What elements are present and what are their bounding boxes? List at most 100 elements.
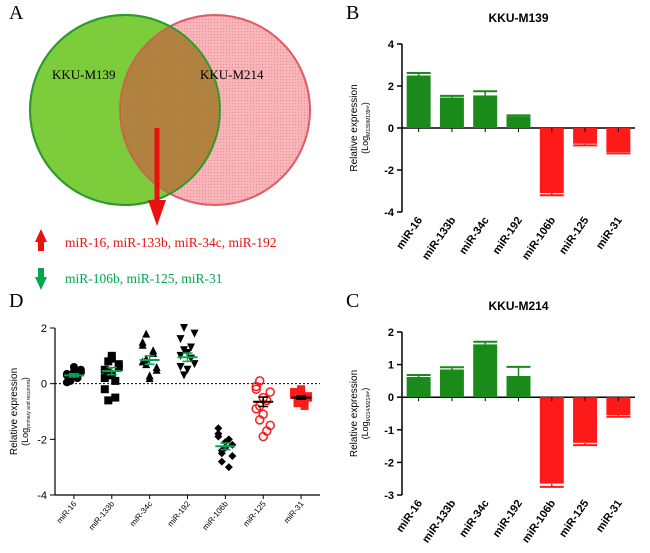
y-tick-label: -4 [37, 490, 47, 502]
point-miR-192 [187, 343, 195, 352]
point-miR-106b [224, 463, 233, 472]
x-tick-label: miR-31 [594, 498, 625, 535]
point-miR-133b [100, 385, 109, 394]
point-miR-133b [111, 376, 120, 385]
y-tick-label: 2 [388, 81, 394, 93]
x-tick-label: miR-106b [520, 215, 558, 263]
y-tick-label: -2 [384, 165, 394, 177]
point-miR-106b [228, 452, 237, 461]
point-miR-192 [176, 362, 185, 371]
y-tick-label: 0 [41, 379, 47, 391]
bar-miR-31 [606, 128, 631, 153]
x-tick-label: miR-133b [420, 498, 458, 546]
y-axis-sublabel: (LogM214/M214ᴺᴾ) [360, 388, 372, 440]
point-miR-192 [190, 329, 199, 338]
point-miR-192 [180, 371, 188, 380]
x-tick-label: miR-125 [241, 499, 268, 528]
point-miR-192 [176, 351, 185, 360]
bar-miR-192 [506, 376, 531, 398]
point-miR-106b [214, 432, 223, 441]
y-axis-label: Relative expression [9, 368, 20, 455]
x-tick-label: miR-34c [457, 215, 491, 257]
bar-miR-133b [439, 97, 464, 128]
chart-b: KKU-M139-4-2024miR-16miR-133bmiR-34cmiR-… [349, 11, 635, 263]
bar-miR-106b [539, 128, 564, 194]
y-tick-label: -2 [384, 457, 394, 469]
x-tick-label: miR-106b [201, 499, 231, 532]
x-tick-label: miR-125 [557, 215, 591, 257]
panel-letter-a: A [9, 2, 24, 24]
y-tick-label: 4 [388, 39, 395, 51]
arrow-up-icon [35, 229, 47, 251]
bar-miR-34c [473, 344, 498, 398]
venn-arrow-head-icon [148, 200, 166, 226]
venn-intersection [120, 15, 220, 205]
panel-letter-b: B [346, 2, 360, 24]
point-miR-106b [214, 424, 223, 433]
point-miR-192 [176, 335, 185, 344]
point-miR-133b [104, 396, 113, 405]
point-miR-16 [69, 362, 78, 371]
y-tick-label: 2 [388, 327, 394, 339]
y-axis-label: Relative expression [349, 370, 360, 457]
y-tick-label: -1 [384, 425, 394, 437]
x-tick-label: miR-16 [394, 498, 425, 535]
bar-miR-16 [406, 376, 431, 398]
venn-left-label: KKU-M139 [52, 67, 116, 82]
point-miR-133b [111, 393, 120, 402]
point-miR-34c [149, 349, 158, 358]
x-tick-label: miR-125 [557, 498, 591, 540]
arrow-down-icon [35, 268, 47, 290]
point-miR-133b [100, 374, 109, 383]
point-miR-125 [265, 420, 275, 431]
y-tick-label: -2 [37, 434, 47, 446]
x-tick-label: miR-106b [520, 498, 558, 546]
point-miR-125 [265, 387, 275, 397]
x-tick-label: miR-34c [457, 498, 491, 540]
point-miR-31 [297, 389, 306, 398]
point-miR-34c [142, 329, 151, 338]
panel-letter-c: C [346, 290, 360, 312]
x-tick-label: miR-133b [87, 499, 117, 532]
panel-letter-d: D [9, 290, 24, 312]
point-miR-31 [304, 392, 313, 401]
bar-miR-125 [573, 128, 598, 144]
point-miR-125 [258, 431, 268, 442]
point-miR-125 [251, 384, 261, 394]
y-tick-label: -4 [384, 207, 395, 219]
x-tick-label: miR-133b [420, 215, 458, 263]
x-tick-label: miR-31 [594, 215, 625, 252]
bar-miR-133b [439, 369, 464, 398]
point-miR-31 [293, 399, 302, 408]
upregulated-list: miR-16, miR-133b, miR-34c, miR-192 [65, 235, 277, 250]
downregulated-list: miR-106b, miR-125, miR-31 [65, 271, 223, 286]
point-miR-31 [300, 401, 309, 410]
bar-miR-34c [473, 95, 498, 128]
x-tick-label: miR-192 [166, 499, 193, 528]
point-miR-192 [190, 360, 199, 369]
x-tick-label: miR-16 [394, 215, 425, 252]
chart-d: -4 -2 0 2 miR-16 miR-133b miR-34c miR-192 miR-10… [9, 323, 320, 532]
point-miR-192 [180, 324, 188, 332]
point-miR-106b [217, 449, 226, 458]
bar-miR-125 [573, 397, 598, 443]
y-tick-label: -3 [384, 490, 394, 502]
y-axis-label: Relative expression [349, 84, 360, 171]
bar-miR-16 [406, 75, 431, 128]
x-tick-label: miR-34c [128, 500, 154, 529]
x-tick-label: miR-31 [282, 499, 306, 525]
x-tick-label: miR-16 [55, 499, 79, 525]
point-miR-34c [152, 362, 161, 371]
y-tick-label: 0 [388, 123, 394, 135]
chart-c: KKU-M214-3-2-1012miR-16miR-133bmiR-34cmi… [349, 299, 635, 546]
y-tick-label: 2 [41, 323, 47, 335]
y-axis-sublabel: (Logprimary and recurrent) [20, 377, 32, 446]
x-tick-label: miR-192 [491, 498, 525, 540]
venn-diagram: KKU-M139 KKU-M214 miR-16, miR-133b, miR-… [29, 14, 311, 290]
point-miR-31 [290, 390, 299, 399]
chart-title: KKU-M214 [488, 299, 548, 313]
point-miR-125 [258, 409, 268, 420]
bar-miR-192 [506, 116, 531, 128]
bar-miR-106b [539, 397, 564, 484]
x-tick-label: miR-192 [491, 215, 525, 257]
